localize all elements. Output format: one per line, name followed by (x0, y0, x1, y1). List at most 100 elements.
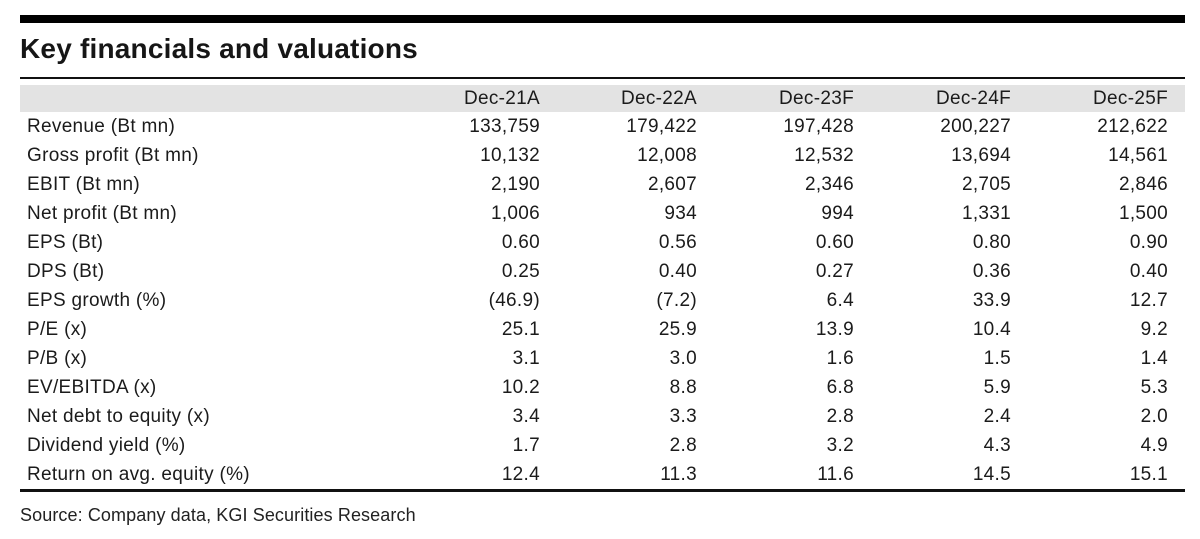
cell-value: 1,006 (490, 202, 540, 224)
table-row-eps: EPS (Bt) 0.60 0.56 0.60 0.80 0.90 (20, 228, 1185, 257)
cell-value: 8.8 (669, 376, 697, 398)
page-title: Key financials and valuations (20, 33, 418, 64)
table-row-pb: P/B (x) 3.1 3.0 1.6 1.5 1.4 (20, 344, 1185, 373)
cell-value: 179,422 (626, 115, 697, 137)
cell-value: 12,008 (637, 144, 697, 166)
column-header: Dec-22A (620, 87, 697, 109)
cell-value: 2,346 (804, 173, 854, 195)
table-row-return-on-avg-equity: Return on avg. equity (%) 12.4 11.3 11.6… (20, 460, 1185, 489)
cell-value: 212,622 (1097, 115, 1168, 137)
cell-value: 12.7 (1129, 289, 1168, 311)
row-label: Net profit (Bt mn) (27, 202, 178, 224)
cell-value: 6.8 (826, 376, 854, 398)
cell-value: 3.4 (512, 405, 540, 427)
cell-value: 0.27 (815, 260, 854, 282)
table-row-eps-growth: EPS growth (%) (46.9) (7.2) 6.4 33.9 12.… (20, 286, 1185, 315)
cell-value: 14,561 (1108, 144, 1168, 166)
table-row-net-profit: Net profit (Bt mn) 1,006 934 994 1,331 1… (20, 199, 1185, 228)
cell-value: 11.3 (660, 463, 697, 485)
cell-value: 5.3 (1140, 376, 1168, 398)
table-header-row: Dec-21A Dec-22A Dec-23F Dec-24F Dec-25F (20, 85, 1185, 112)
cell-value: 14.5 (972, 463, 1011, 485)
row-label: EV/EBITDA (x) (27, 376, 157, 398)
top-rule (20, 15, 1185, 23)
cell-value: 133,759 (469, 115, 540, 137)
cell-value: 3.1 (512, 347, 540, 369)
cell-value: 0.36 (972, 260, 1011, 282)
cell-value: 10.2 (501, 376, 540, 398)
cell-value: 33.9 (972, 289, 1011, 311)
row-label: EPS growth (%) (27, 289, 167, 311)
cell-value: 994 (821, 202, 854, 224)
row-label: Net debt to equity (x) (27, 405, 210, 427)
cell-value: 10.4 (972, 318, 1011, 340)
cell-value: 4.9 (1140, 434, 1168, 456)
cell-value: 3.0 (669, 347, 697, 369)
financials-table: Dec-21A Dec-22A Dec-23F Dec-24F Dec-25F … (20, 85, 1185, 489)
row-label: EBIT (Bt mn) (27, 173, 141, 195)
cell-value: (7.2) (656, 289, 697, 311)
cell-value: 15.1 (1129, 463, 1168, 485)
cell-value: 0.25 (501, 260, 540, 282)
cell-value: 1,500 (1118, 202, 1168, 224)
row-label: P/B (x) (27, 347, 88, 369)
cell-value: 2.0 (1140, 405, 1168, 427)
cell-value: 197,428 (783, 115, 854, 137)
title-divider (20, 77, 1185, 79)
cell-value: 0.80 (972, 231, 1011, 253)
cell-value: 0.90 (1129, 231, 1168, 253)
cell-value: 3.2 (826, 434, 854, 456)
row-label: DPS (Bt) (27, 260, 105, 282)
cell-value: 25.9 (658, 318, 697, 340)
cell-value: 2.8 (826, 405, 854, 427)
table-row-dps: DPS (Bt) 0.25 0.40 0.27 0.36 0.40 (20, 257, 1185, 286)
table-row-gross-profit: Gross profit (Bt mn) 10,132 12,008 12,53… (20, 141, 1185, 170)
table-row-net-debt-to-equity: Net debt to equity (x) 3.4 3.3 2.8 2.4 2… (20, 402, 1185, 431)
cell-value: 2.4 (983, 405, 1011, 427)
table-row-ebit: EBIT (Bt mn) 2,190 2,607 2,346 2,705 2,8… (20, 170, 1185, 199)
row-label: Gross profit (Bt mn) (27, 144, 199, 166)
cell-value: 0.40 (1129, 260, 1168, 282)
column-header: Dec-21A (463, 87, 540, 109)
cell-value: 1.4 (1140, 347, 1168, 369)
cell-value: 9.2 (1140, 318, 1168, 340)
table-row-pe: P/E (x) 25.1 25.9 13.9 10.4 9.2 (20, 315, 1185, 344)
cell-value: 934 (664, 202, 697, 224)
cell-value: 0.56 (658, 231, 697, 253)
cell-value: 1.6 (826, 347, 854, 369)
row-label: P/E (x) (27, 318, 88, 340)
column-header: Dec-24F (936, 87, 1011, 109)
cell-value: 200,227 (940, 115, 1011, 137)
cell-value: (46.9) (488, 289, 540, 311)
cell-value: 1,331 (961, 202, 1011, 224)
cell-value: 3.3 (669, 405, 697, 427)
cell-value: 10,132 (480, 144, 540, 166)
row-label: EPS (Bt) (27, 231, 104, 253)
column-header: Dec-23F (779, 87, 854, 109)
cell-value: 25.1 (501, 318, 540, 340)
cell-value: 13.9 (815, 318, 854, 340)
table-row-revenue: Revenue (Bt mn) 133,759 179,422 197,428 … (20, 112, 1185, 141)
cell-value: 13,694 (951, 144, 1011, 166)
cell-value: 1.5 (983, 347, 1011, 369)
source-note: Source: Company data, KGI Securities Res… (20, 505, 416, 525)
cell-value: 5.9 (983, 376, 1011, 398)
cell-value: 2,607 (647, 173, 697, 195)
cell-value: 12.4 (501, 463, 540, 485)
table-bottom-divider (20, 489, 1185, 492)
cell-value: 2.8 (669, 434, 697, 456)
row-label: Revenue (Bt mn) (27, 115, 176, 137)
table-row-ev-ebitda: EV/EBITDA (x) 10.2 8.8 6.8 5.9 5.3 (20, 373, 1185, 402)
cell-value: 1.7 (512, 434, 540, 456)
cell-value: 0.60 (501, 231, 540, 253)
cell-value: 4.3 (983, 434, 1011, 456)
cell-value: 0.40 (658, 260, 697, 282)
cell-value: 2,705 (961, 173, 1011, 195)
table-row-dividend-yield: Dividend yield (%) 1.7 2.8 3.2 4.3 4.9 (20, 431, 1185, 460)
cell-value: 6.4 (826, 289, 854, 311)
cell-value: 11.6 (817, 463, 854, 485)
row-label: Dividend yield (%) (27, 434, 186, 456)
cell-value: 0.60 (815, 231, 854, 253)
cell-value: 2,846 (1118, 173, 1168, 195)
